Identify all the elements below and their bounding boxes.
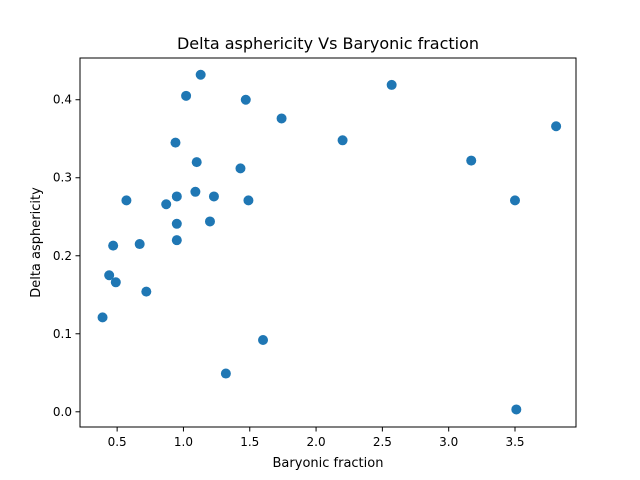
data-point [121,195,132,206]
data-point [509,195,520,206]
x-tick-label: 2.0 [307,435,326,449]
data-point [171,191,182,202]
data-point [161,199,172,210]
data-point [104,270,115,281]
data-point [276,113,287,124]
data-point [386,79,397,90]
data-point [171,235,182,246]
y-tick-label: 0.2 [53,249,72,263]
data-point [466,155,477,166]
data-point [204,216,215,227]
data-point [195,69,206,80]
plot-area-frame [79,57,577,428]
data-point [235,163,246,174]
x-tick-label: 1.5 [240,435,259,449]
y-axis-ticks: 0.0 0.1 0.2 0.3 0.4 [53,93,80,419]
data-point [258,335,269,346]
data-point [511,404,522,415]
data-point [171,218,182,229]
y-tick-label: 0.3 [53,171,72,185]
data-point [141,286,152,297]
data-point [337,135,348,146]
points-layer [97,69,562,415]
x-axis-label: Baryonic fraction [273,456,384,471]
y-tick-label: 0.1 [53,327,72,341]
data-point [208,191,219,202]
data-point [170,137,181,148]
x-tick-label: 3.0 [439,435,458,449]
x-tick-label: 0.5 [108,435,127,449]
data-point [108,240,119,251]
data-point [191,157,202,168]
y-tick-label: 0.4 [53,93,72,107]
y-axis-label: Delta asphericity [29,187,44,298]
data-point [134,239,145,250]
data-point [551,121,562,132]
x-tick-label: 1.0 [174,435,193,449]
x-axis-ticks: 0.5 1.0 1.5 2.0 2.5 3.0 3.5 [108,427,525,449]
x-tick-label: 2.5 [373,435,392,449]
chart-title: Delta asphericity Vs Baryonic fraction [177,34,479,53]
data-point [243,195,254,206]
data-point [181,90,192,101]
data-point [220,368,231,379]
data-point [97,312,108,323]
data-point [110,277,121,288]
data-point [240,94,251,105]
data-point [190,186,201,197]
y-tick-label: 0.0 [53,405,72,419]
x-tick-label: 3.5 [505,435,524,449]
